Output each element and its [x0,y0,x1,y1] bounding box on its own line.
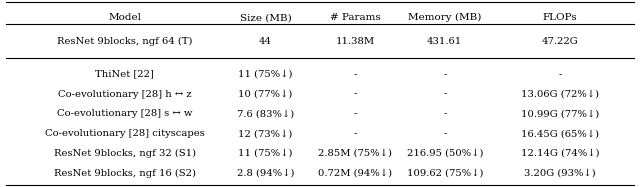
Text: 10 (77%↓): 10 (77%↓) [239,90,292,99]
Text: -: - [443,109,447,118]
Text: ResNet 9blocks, ngf 16 (S2): ResNet 9blocks, ngf 16 (S2) [54,169,196,178]
Text: 11 (75%↓): 11 (75%↓) [238,149,293,158]
Text: -: - [353,90,357,99]
Text: 47.22G: 47.22G [541,37,579,46]
Text: -: - [443,129,447,138]
Text: -: - [353,109,357,118]
Text: 7.6 (83%↓): 7.6 (83%↓) [237,109,294,118]
Text: 3.20G (93%↓): 3.20G (93%↓) [524,169,596,178]
Text: -: - [558,70,562,79]
Text: 2.85M (75%↓): 2.85M (75%↓) [318,149,392,158]
Text: Size (MB): Size (MB) [240,13,291,22]
Text: 13.06G (72%↓): 13.06G (72%↓) [521,90,599,99]
Text: -: - [443,90,447,99]
Text: -: - [353,70,357,79]
Text: 0.72M (94%↓): 0.72M (94%↓) [318,169,392,178]
Text: # Params: # Params [330,13,381,22]
Text: 11 (75%↓): 11 (75%↓) [238,70,293,79]
Text: ThiNet [22]: ThiNet [22] [95,70,154,79]
Text: 16.45G (65%↓): 16.45G (65%↓) [521,129,599,138]
Text: Co-evolutionary [28] s ↔ w: Co-evolutionary [28] s ↔ w [57,109,193,118]
Text: ResNet 9blocks, ngf 32 (S1): ResNet 9blocks, ngf 32 (S1) [54,149,196,158]
Text: -: - [443,70,447,79]
Text: Memory (MB): Memory (MB) [408,13,481,22]
Text: 2.8 (94%↓): 2.8 (94%↓) [237,169,294,178]
Text: 12.14G (74%↓): 12.14G (74%↓) [521,149,599,158]
Text: 109.62 (75%↓): 109.62 (75%↓) [406,169,483,178]
Text: 10.99G (77%↓): 10.99G (77%↓) [521,109,599,118]
Text: 44: 44 [259,37,272,46]
Text: 11.38M: 11.38M [335,37,375,46]
Text: 12 (73%↓): 12 (73%↓) [239,129,292,138]
Text: ResNet 9blocks, ngf 64 (T): ResNet 9blocks, ngf 64 (T) [57,37,193,46]
Text: Co-evolutionary [28] h ↔ z: Co-evolutionary [28] h ↔ z [58,90,191,99]
Text: FLOPs: FLOPs [543,13,577,22]
Text: Model: Model [108,13,141,22]
Text: 216.95 (50%↓): 216.95 (50%↓) [406,149,483,158]
Text: -: - [353,129,357,138]
Text: Co-evolutionary [28] cityscapes: Co-evolutionary [28] cityscapes [45,129,205,138]
Text: 431.61: 431.61 [427,37,463,46]
